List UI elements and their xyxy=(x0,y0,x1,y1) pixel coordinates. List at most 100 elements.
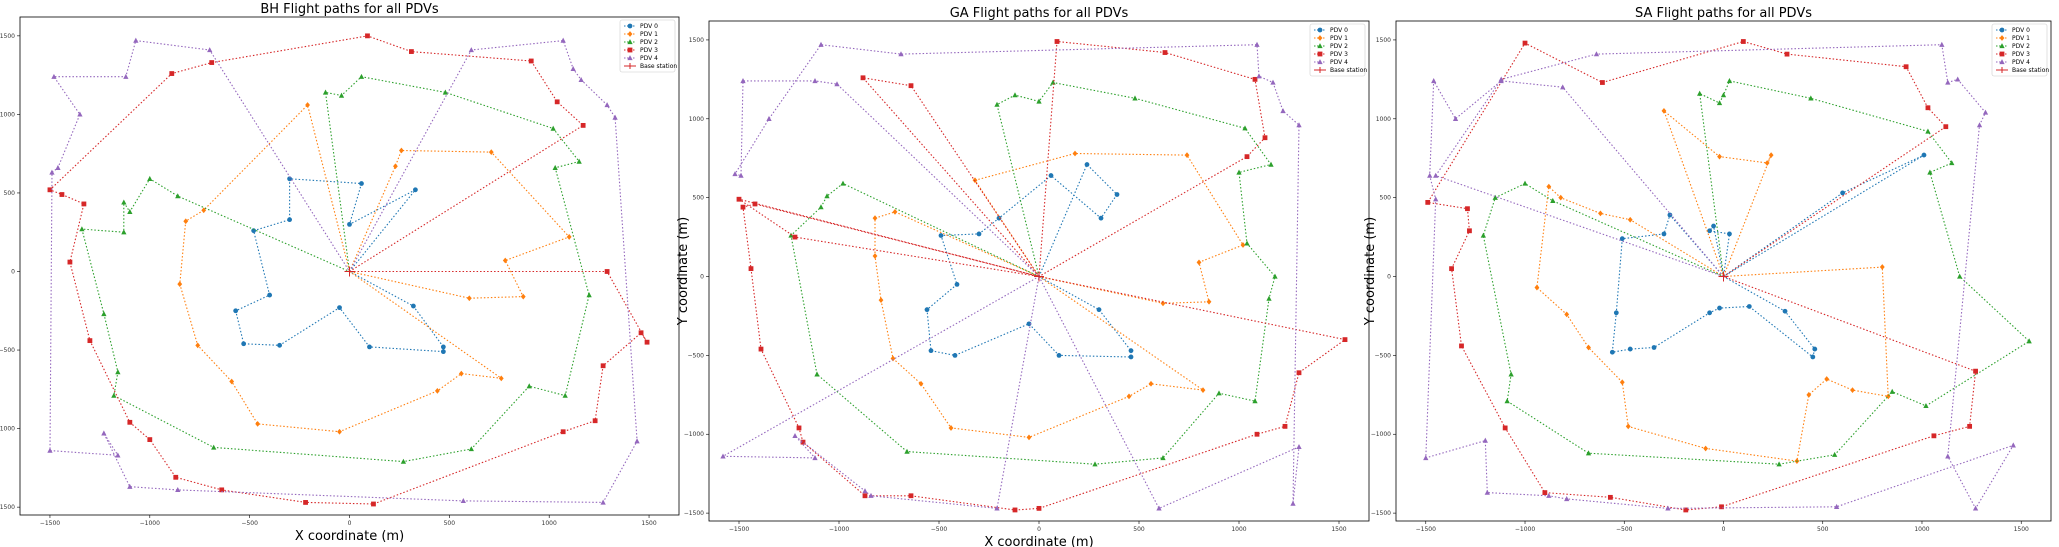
legend-entry: PDV 2 xyxy=(1314,43,1348,50)
series-pdv-4 xyxy=(47,37,640,505)
data-point xyxy=(1270,79,1276,85)
legend-entry: PDV 4 xyxy=(1314,59,1348,66)
legend-swatch-marker xyxy=(1999,51,2005,57)
data-point xyxy=(277,342,283,348)
data-point xyxy=(67,259,73,265)
series-pdv-0 xyxy=(924,162,1134,360)
data-point xyxy=(1925,128,1931,134)
data-point xyxy=(1558,194,1564,201)
chart-panel-2: −1500 −1000 −500 0 500 1000 1500 −1500 −1000 −500… xyxy=(1363,6,2052,533)
data-point xyxy=(1921,152,1927,158)
data-point xyxy=(175,193,181,199)
data-point xyxy=(1092,461,1098,467)
data-point xyxy=(400,458,407,464)
data-point xyxy=(928,348,934,354)
data-point xyxy=(1619,379,1625,386)
data-point xyxy=(550,125,556,131)
y-tick-label: 0 xyxy=(1387,274,1391,281)
data-point xyxy=(1114,192,1120,197)
data-point xyxy=(81,201,87,207)
data-point xyxy=(878,297,884,304)
data-point xyxy=(468,47,474,53)
y-tick-label: −500 xyxy=(1375,352,1392,359)
data-point xyxy=(740,204,746,210)
legend-entry: PDV 2 xyxy=(1996,43,2030,50)
x-axis-label: X coordinate (m) xyxy=(984,535,1093,547)
x-tick-label: 500 xyxy=(1817,526,1829,533)
data-point xyxy=(87,338,93,344)
data-point xyxy=(1433,196,1439,202)
data-point xyxy=(1072,150,1078,157)
data-point xyxy=(409,49,414,54)
data-point xyxy=(1498,76,1504,82)
data-point xyxy=(1727,231,1732,237)
data-point xyxy=(1982,109,1989,115)
data-point xyxy=(566,234,572,240)
y-tick-label: 500 xyxy=(693,195,705,202)
data-point xyxy=(77,111,83,117)
data-point xyxy=(1502,425,1508,431)
data-point xyxy=(1054,39,1060,44)
data-point xyxy=(123,73,129,79)
data-point xyxy=(1697,90,1703,96)
data-point xyxy=(578,76,584,82)
data-point xyxy=(1036,98,1042,104)
legend-box xyxy=(619,19,676,73)
data-point xyxy=(1296,443,1302,450)
data-point xyxy=(399,147,404,154)
legend-label: PDV 4 xyxy=(1330,59,1348,66)
legend-swatch-marker xyxy=(1999,59,2005,65)
data-point xyxy=(1546,183,1552,190)
data-point xyxy=(1707,228,1713,234)
legend-label: PDV 4 xyxy=(640,55,658,62)
legend-entry: PDV 3 xyxy=(624,47,658,54)
x-tick-label: −1000 xyxy=(829,526,849,533)
data-point xyxy=(358,73,365,79)
data-point xyxy=(1026,434,1032,441)
data-point xyxy=(367,344,372,350)
data-point xyxy=(1196,259,1202,266)
data-point xyxy=(1534,284,1540,291)
data-point xyxy=(1296,122,1302,128)
data-point xyxy=(1459,343,1464,349)
data-point xyxy=(195,342,201,349)
y-tick-label: −1000 xyxy=(1371,431,1391,438)
x-tick-label: 1000 xyxy=(542,520,557,527)
y-tick-label: −1500 xyxy=(684,510,704,517)
data-point xyxy=(638,330,644,336)
x-tick-label: −500 xyxy=(931,526,948,533)
data-point xyxy=(1833,503,1840,509)
x-tick-label: 0 xyxy=(1722,526,1726,533)
series-pdv-4 xyxy=(720,41,1302,511)
legend-label: Base station xyxy=(1330,67,1367,74)
data-point xyxy=(976,231,982,237)
data-point xyxy=(796,425,802,431)
data-point xyxy=(600,363,606,369)
data-point xyxy=(1546,492,1552,498)
data-point xyxy=(47,187,53,193)
legend-entry: Base station xyxy=(1996,67,2049,74)
data-point xyxy=(1542,490,1548,496)
data-point xyxy=(1661,231,1667,237)
legend-entry: PDV 0 xyxy=(624,23,658,30)
x-tick-label: −1500 xyxy=(1416,526,1436,533)
data-point xyxy=(834,81,840,87)
data-point xyxy=(952,352,958,358)
data-point xyxy=(604,269,610,274)
data-point xyxy=(147,175,153,181)
series-pdv-1 xyxy=(177,102,572,435)
data-point xyxy=(814,371,820,377)
data-point xyxy=(1600,80,1605,85)
data-point xyxy=(393,163,398,170)
data-point xyxy=(1776,461,1782,467)
data-point xyxy=(720,453,726,459)
data-point xyxy=(1832,451,1838,457)
data-point xyxy=(752,201,758,207)
data-point xyxy=(740,78,746,84)
series-pdv-0 xyxy=(233,176,446,355)
series-pdv-2 xyxy=(1480,78,2032,467)
data-point xyxy=(1720,92,1727,98)
data-point xyxy=(1162,50,1168,55)
data-point xyxy=(580,122,586,128)
